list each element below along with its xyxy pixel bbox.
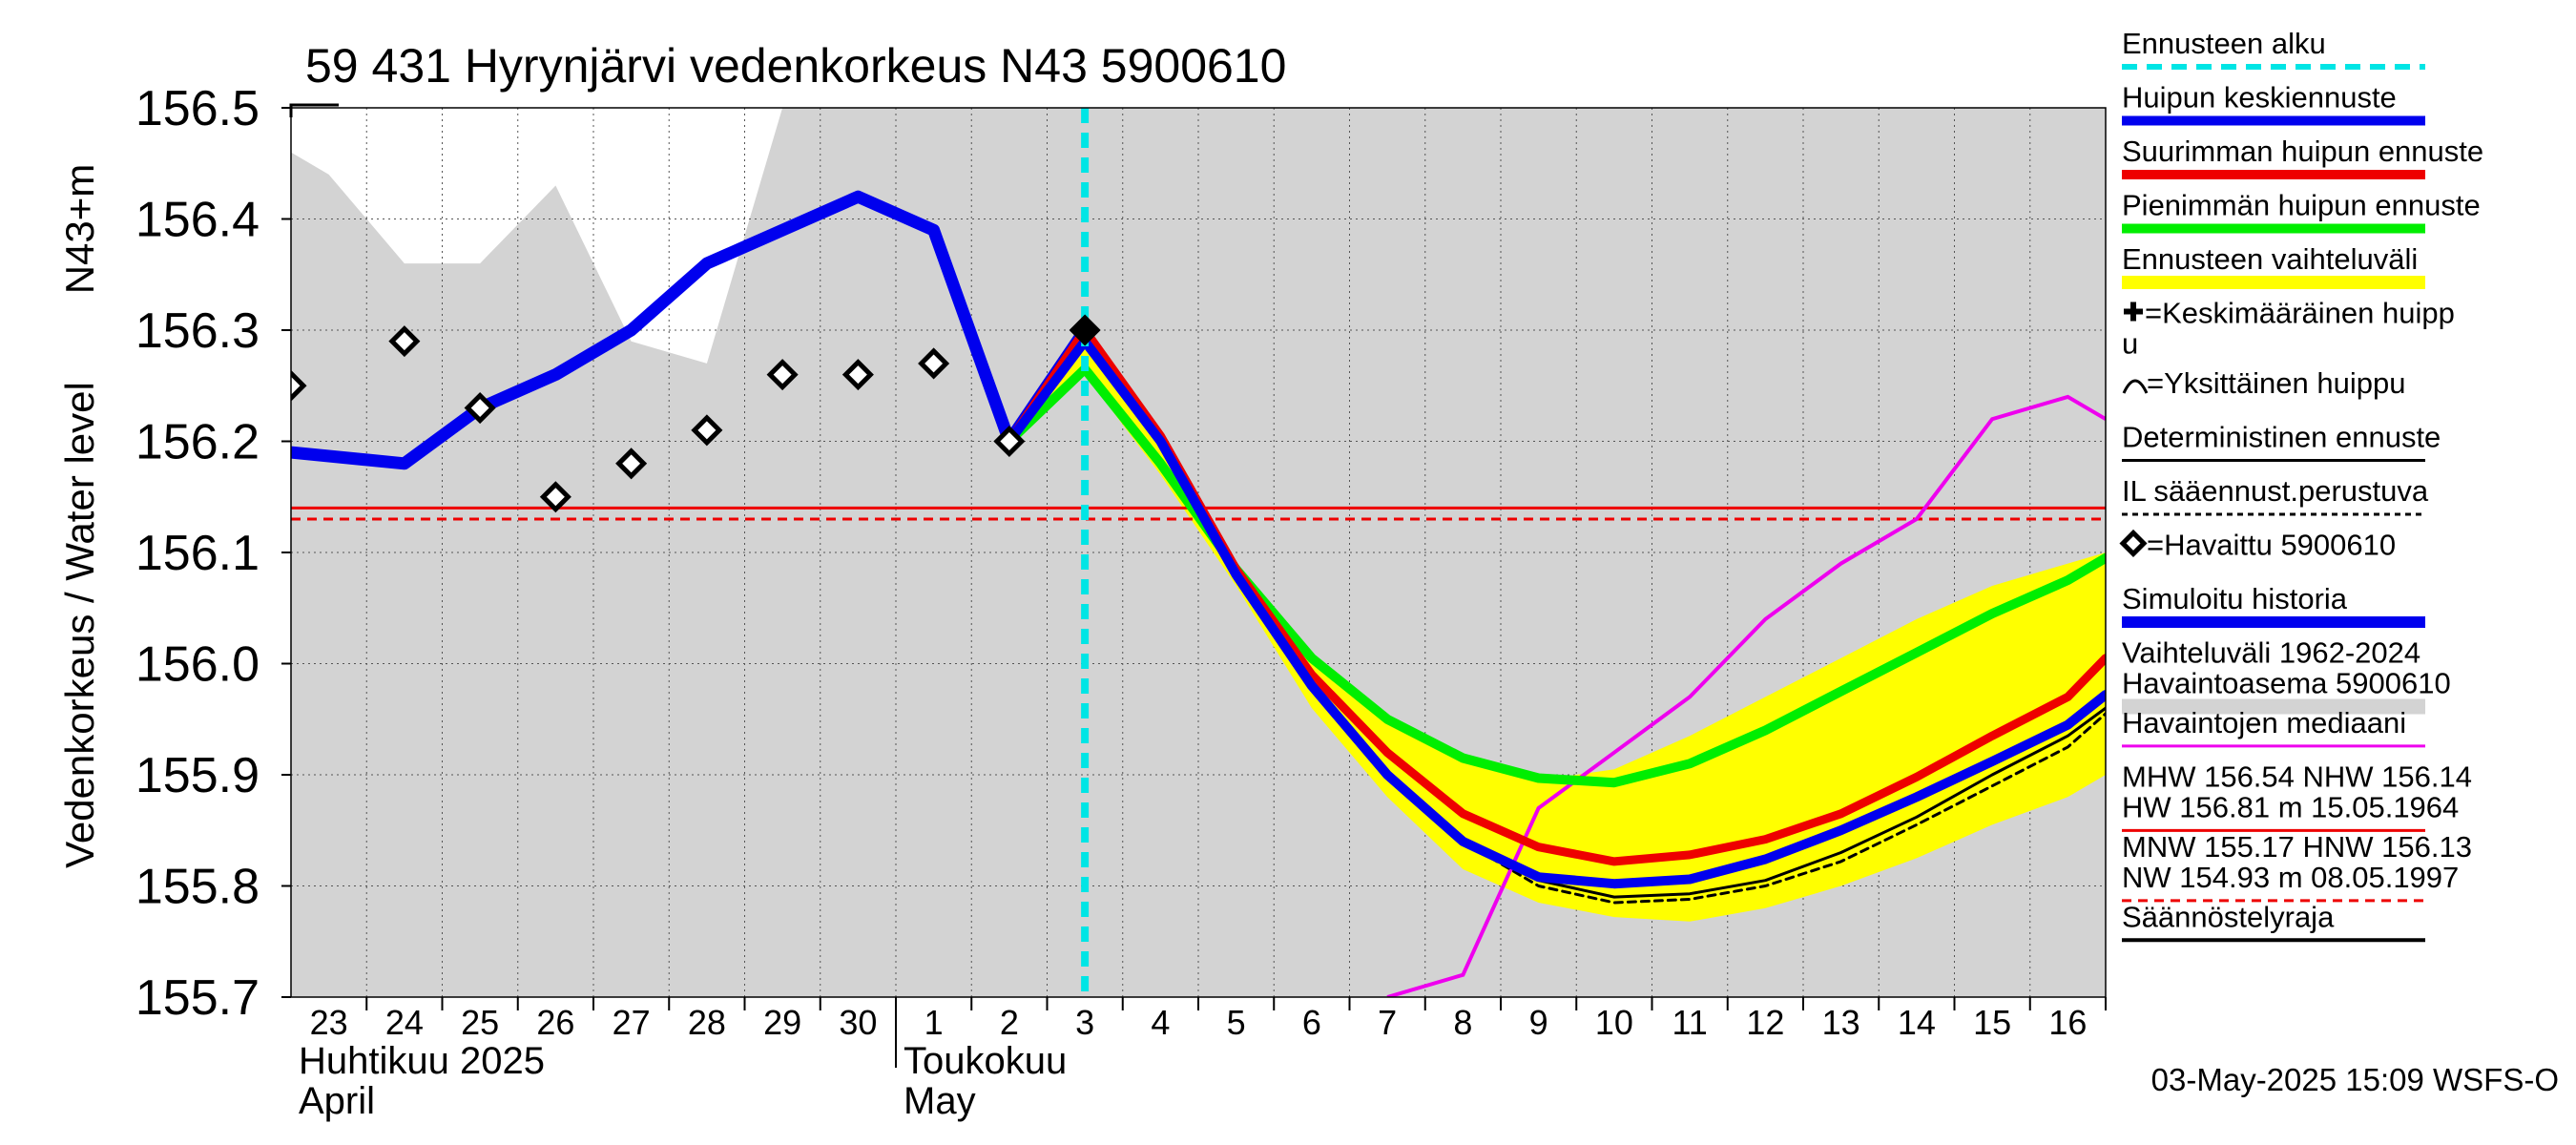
plot-area	[291, 108, 2106, 997]
observed-point	[464, 392, 496, 425]
legend-entry: Havaintojen mediaani	[2122, 706, 2425, 748]
x-tick-label: 27	[613, 1003, 651, 1042]
y-tick-label: 156.0	[135, 637, 260, 693]
observed-point	[291, 369, 307, 402]
observed-point	[388, 325, 421, 358]
legend-label: Ennusteen alku	[2122, 27, 2326, 60]
legend-entry: Deterministinen ennuste	[2122, 420, 2441, 462]
y-tick-label: 156.2	[135, 415, 260, 470]
legend-label: IL sääennust.perustuva	[2122, 474, 2429, 508]
observed-point	[841, 359, 874, 391]
forecast-range-band	[1008, 335, 2106, 922]
observed-point	[691, 414, 723, 447]
legend-entry: Simuloitu historia	[2122, 582, 2425, 628]
timestamp: 03-May-2025 15:09 WSFS-O	[2151, 1062, 2559, 1097]
series-huipun-keskiennuste	[1004, 336, 2106, 889]
legend-entry: =Keskimääräinen huippu	[2122, 297, 2455, 361]
x-tick-label: 25	[461, 1003, 499, 1042]
legend-arc-marker	[2122, 379, 2149, 394]
x-tick-label: 9	[1529, 1003, 1548, 1042]
month-label-en: May	[904, 1080, 976, 1122]
legend-diamond-marker	[2119, 529, 2148, 557]
month-label-fi: Toukokuu	[904, 1040, 1067, 1082]
legend-label: Pienimmän huipun ennuste	[2122, 189, 2481, 222]
month-label-en: April	[299, 1080, 375, 1122]
legend-label: Vaihteluväli 1962-2024	[2122, 635, 2420, 669]
x-tick-label: 15	[1973, 1003, 2011, 1042]
y-tick-label: 155.8	[135, 860, 260, 915]
legend-entry: Huipun keskiennuste	[2122, 81, 2425, 126]
y-axis-unit-label: N43+m	[57, 164, 102, 295]
x-tick-label: 28	[688, 1003, 726, 1042]
y-axis-label: Vedenkorkeus / Water level	[57, 382, 102, 868]
x-tick-label: 6	[1302, 1003, 1321, 1042]
x-tick-label: 1	[924, 1003, 944, 1042]
y-tick-label: 156.1	[135, 526, 260, 581]
x-tick-label: 30	[839, 1003, 877, 1042]
legend-label-line2: NW 154.93 m 08.05.1997	[2122, 861, 2459, 894]
legend: Ennusteen alku Huipun keskiennuste Suurimm…	[2119, 27, 2483, 943]
x-tick-label: 8	[1453, 1003, 1472, 1042]
legend-label: MNW 155.17 HNW 156.13	[2122, 830, 2472, 864]
y-tick-label: 155.9	[135, 748, 260, 803]
y-tick-label: 156.4	[135, 193, 260, 248]
legend-entry: Suurimman huipun ennuste	[2122, 135, 2483, 179]
observed-point	[1069, 314, 1101, 346]
legend-label: Simuloitu historia	[2122, 582, 2348, 615]
x-tick-label: 29	[763, 1003, 801, 1042]
x-tick-label: 11	[1672, 1003, 1707, 1042]
legend-label: Säännöstelyraja	[2122, 900, 2335, 933]
y-tick-label: 156.3	[135, 303, 260, 359]
legend-label-line2: Havaintoasema 5900610	[2122, 666, 2451, 699]
observed-point	[993, 425, 1026, 458]
legend-label: =Keskimääräinen huipp	[2145, 297, 2455, 330]
legend-label: Havaintojen mediaani	[2122, 706, 2406, 739]
x-tick-label: 4	[1151, 1003, 1170, 1042]
y-tick-label: 156.5	[135, 81, 260, 136]
corner-mark	[289, 103, 339, 117]
observed-point	[918, 347, 950, 380]
x-tick-label: 5	[1227, 1003, 1246, 1042]
y-tick-label: 155.7	[135, 970, 260, 1026]
x-tick-label: 7	[1378, 1003, 1397, 1042]
legend-entry: =Yksittäinen huippu	[2122, 366, 2405, 400]
x-tick-label: 10	[1595, 1003, 1633, 1042]
x-tick-label: 13	[1822, 1003, 1860, 1042]
legend-label: MHW 156.54 NHW 156.14	[2122, 760, 2472, 793]
observed-point	[766, 359, 799, 391]
legend-entry: Ennusteen alku	[2122, 27, 2425, 70]
x-tick-label: 23	[310, 1003, 348, 1042]
legend-label: Deterministinen ennuste	[2122, 420, 2441, 453]
axes: 155.7 155.8 155.9 156.0 156.1 156.2 156.3 156.4…	[135, 81, 2107, 1122]
observed-point	[615, 448, 648, 480]
legend-label: =Yksittäinen huippu	[2147, 366, 2405, 400]
month-label-fi: Huhtikuu 2025	[299, 1040, 545, 1082]
legend-label: Huipun keskiennuste	[2122, 81, 2397, 114]
legend-entry: Säännöstelyraja	[2122, 900, 2425, 943]
legend-label: Suurimman huipun ennuste	[2122, 135, 2483, 168]
legend-entry: Ennusteen vaihteluväli	[2122, 242, 2425, 289]
legend-entry: Pienimmän huipun ennuste	[2122, 189, 2481, 234]
legend-label-line2: HW 156.81 m 15.05.1964	[2122, 790, 2459, 823]
legend-plus-marker	[2124, 302, 2143, 322]
x-tick-label: 16	[2048, 1003, 2087, 1042]
x-tick-label: 14	[1898, 1003, 1936, 1042]
x-tick-label: 12	[1746, 1003, 1784, 1042]
legend-label-line2: u	[2122, 327, 2138, 361]
legend-entry: IL sääennust.perustuva	[2122, 474, 2429, 516]
legend-label: Ennusteen vaihteluväli	[2122, 242, 2418, 276]
chart-title: 59 431 Hyrynjärvi vedenkorkeus N43 59006…	[305, 39, 1286, 93]
x-tick-label: 3	[1075, 1003, 1094, 1042]
x-tick-label: 2	[1000, 1003, 1019, 1042]
observed-point	[539, 481, 571, 513]
x-tick-label: 26	[536, 1003, 574, 1042]
x-tick-label: 24	[385, 1003, 424, 1042]
legend-entry: Vaihteluväli 1962-2024 Havaintoasema 590…	[2122, 635, 2451, 715]
legend-entry: =Havaittu 5900610	[2119, 528, 2396, 561]
legend-label: =Havaittu 5900610	[2147, 528, 2396, 561]
series-simuloitu-historia	[291, 190, 1091, 470]
